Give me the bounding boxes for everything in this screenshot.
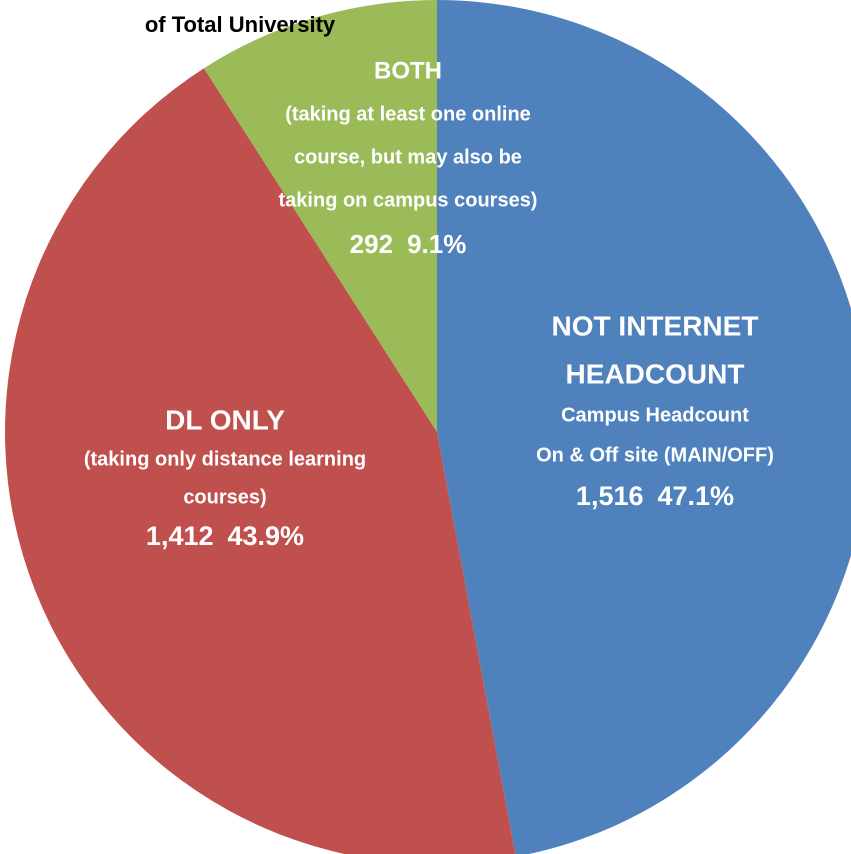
slice-label: NOT INTERNET [552,310,759,341]
value-label: 1,412 [146,521,214,551]
slice-value: 292 9.1% [350,229,467,259]
slice-value: 1,412 43.9% [146,521,304,551]
slice-label: DL ONLY [165,404,285,435]
slice-label: BOTH [374,57,442,84]
slice-note: taking on campus courses) [279,189,538,211]
pie-slice [203,0,437,432]
value-label: 1,516 [576,481,644,511]
pie [5,0,851,854]
pie-slice [437,0,851,854]
slice-note: (taking only distance learning [84,448,366,470]
slice-note: On & Off site (MAIN/OFF) [536,444,774,466]
slice-label: HEADCOUNT [566,358,745,389]
percent-label: 9.1% [407,229,466,259]
slice-note: (taking at least one online [285,103,531,125]
percent-label: 47.1% [658,481,735,511]
labels: NOT INTERNET HEADCOUNT Campus Headcount On … [84,57,774,551]
pie-slice [5,68,516,854]
slice-note: Campus Headcount [561,404,749,426]
slice-value: 1,516 47.1% [576,481,734,511]
chart-title: of Total University [145,12,336,37]
value-label: 292 [350,229,393,259]
percent-label: 43.9% [228,521,305,551]
slice-note: courses) [183,486,266,508]
slice-note: course, but may also be [294,146,522,168]
